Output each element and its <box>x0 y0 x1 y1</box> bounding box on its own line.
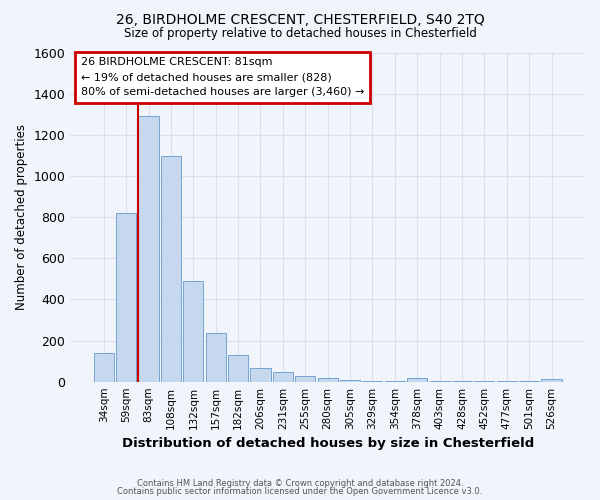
Bar <box>317 378 338 382</box>
Bar <box>295 376 316 382</box>
Bar <box>206 334 226 382</box>
Bar <box>183 281 203 382</box>
Bar <box>250 368 271 382</box>
Text: Size of property relative to detached houses in Chesterfield: Size of property relative to detached ho… <box>124 28 476 40</box>
Bar <box>273 372 293 382</box>
Text: 26 BIRDHOLME CRESCENT: 81sqm
← 19% of detached houses are smaller (828)
80% of s: 26 BIRDHOLME CRESCENT: 81sqm ← 19% of de… <box>80 58 364 97</box>
Bar <box>228 355 248 382</box>
Text: Contains public sector information licensed under the Open Government Licence v3: Contains public sector information licen… <box>118 487 482 496</box>
Text: 26, BIRDHOLME CRESCENT, CHESTERFIELD, S40 2TQ: 26, BIRDHOLME CRESCENT, CHESTERFIELD, S4… <box>116 12 484 26</box>
Bar <box>116 213 136 382</box>
X-axis label: Distribution of detached houses by size in Chesterfield: Distribution of detached houses by size … <box>122 437 534 450</box>
Bar <box>541 378 562 382</box>
Bar <box>161 156 181 382</box>
Text: Contains HM Land Registry data © Crown copyright and database right 2024.: Contains HM Land Registry data © Crown c… <box>137 478 463 488</box>
Bar <box>94 353 114 382</box>
Y-axis label: Number of detached properties: Number of detached properties <box>15 124 28 310</box>
Bar <box>139 116 158 382</box>
Bar <box>407 378 427 382</box>
Bar <box>340 380 360 382</box>
Bar <box>362 380 382 382</box>
